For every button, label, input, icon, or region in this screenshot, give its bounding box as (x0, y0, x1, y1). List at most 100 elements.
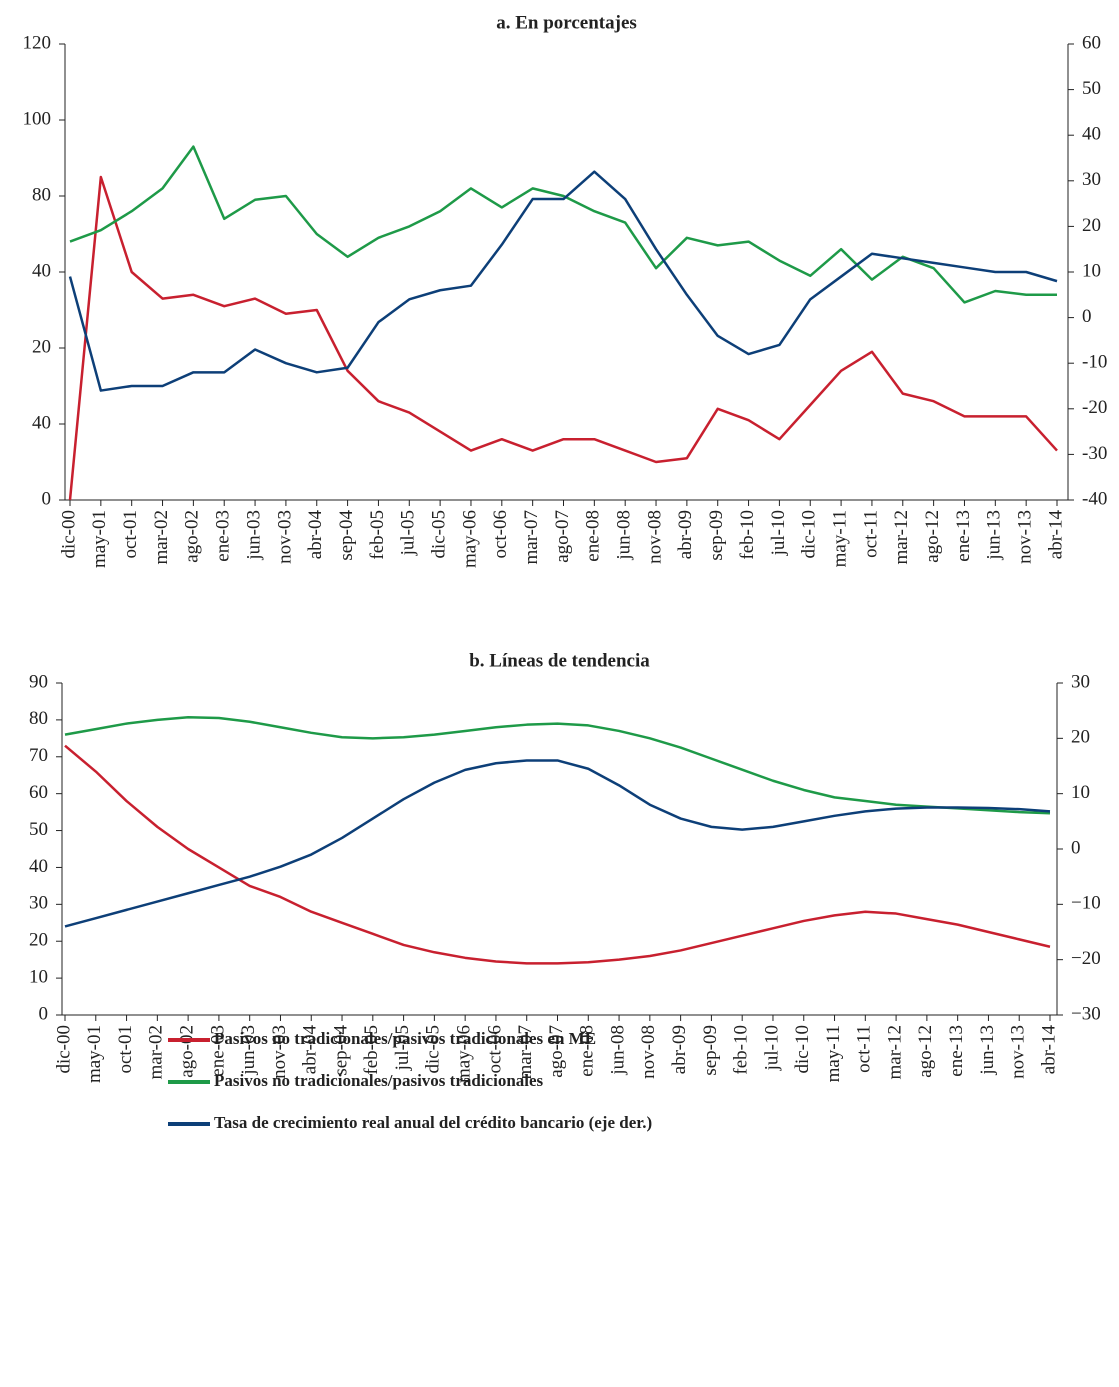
x-tick-label: may-11 (823, 1025, 844, 1082)
y-tick-label: 90 (29, 671, 48, 692)
x-tick-label: mar-02 (146, 1025, 167, 1080)
y2-tick-label: 30 (1071, 671, 1090, 692)
x-tick-label: jun-08 (607, 1025, 628, 1076)
x-tick-label: abr-04 (300, 1025, 321, 1075)
x-tick-label: feb-10 (731, 1025, 752, 1075)
x-tick-label: nov-13 (1008, 1025, 1029, 1079)
y2-tick-label: 40 (1082, 124, 1101, 145)
y2-tick-label: 0 (1082, 306, 1092, 327)
x-tick-label: jun-13 (984, 510, 1005, 561)
x-tick-label: jul-05 (398, 510, 419, 556)
x-tick-label: oct-01 (120, 510, 141, 559)
x-tick-label: ago-07 (546, 1025, 567, 1078)
y2-tick-label: −30 (1071, 1003, 1101, 1024)
y-tick-label: 60 (29, 782, 48, 803)
x-tick-label: ago-02 (176, 1025, 197, 1078)
x-tick-label: oct-11 (860, 510, 881, 558)
x-tick-label: jul-10 (768, 510, 789, 556)
x-tick-label: dic-05 (428, 510, 449, 559)
x-tick-label: mar-07 (521, 510, 542, 565)
x-tick-label: abr-04 (305, 510, 326, 560)
series-line (68, 175, 1058, 501)
x-tick-label: jul-10 (761, 1025, 782, 1071)
x-tick-label: jul-05 (392, 1025, 413, 1071)
y2-tick-label: -40 (1082, 488, 1107, 509)
x-tick-label: nov-03 (274, 510, 295, 564)
x-tick-label: ago-02 (182, 510, 203, 563)
x-tick-label: ago-12 (922, 510, 943, 563)
x-tick-label: dic-05 (423, 1025, 444, 1074)
x-tick-label: oct-01 (115, 1025, 136, 1074)
x-tick-label: feb-05 (367, 510, 388, 560)
x-tick-label: oct-11 (854, 1025, 875, 1073)
x-tick-label: ene-08 (577, 1025, 598, 1077)
x-tick-label: oct-06 (490, 510, 511, 559)
x-tick-label: mar-12 (884, 1025, 905, 1080)
series-line (64, 744, 1051, 965)
y2-tick-label: −20 (1071, 948, 1101, 969)
series-line (68, 170, 1058, 392)
x-tick-label: mar-07 (515, 1025, 536, 1080)
x-tick-label: abr-14 (1038, 1025, 1059, 1075)
legend-label: Pasivos no tradicionales/pasivos tradici… (214, 1071, 544, 1090)
x-tick-label: may-06 (454, 1025, 475, 1083)
x-tick-label: sep-09 (700, 1025, 721, 1076)
x-tick-label: nov-08 (644, 510, 665, 564)
x-tick-label: abr-14 (1045, 510, 1066, 560)
x-tick-label: ene-13 (953, 510, 974, 562)
y-tick-label: 80 (32, 184, 51, 205)
y-tick-label: 100 (23, 108, 52, 129)
y-tick-label: 40 (32, 412, 51, 433)
x-tick-label: sep-04 (330, 1025, 351, 1076)
y2-tick-label: -10 (1082, 352, 1107, 373)
y2-tick-label: 20 (1082, 215, 1101, 236)
series-line (69, 145, 1057, 304)
y2-tick-label: -20 (1082, 397, 1107, 418)
x-tick-label: nov-13 (1015, 510, 1036, 564)
x-tick-label: jun-08 (614, 510, 635, 561)
x-tick-label: ene-13 (946, 1025, 967, 1077)
x-tick-label: mar-12 (891, 510, 912, 565)
y2-tick-label: 60 (1082, 32, 1101, 53)
y-tick-label: 0 (39, 1003, 49, 1024)
x-tick-label: feb-10 (737, 510, 758, 560)
y-tick-label: 50 (29, 819, 48, 840)
x-tick-label: dic-10 (799, 510, 820, 559)
x-tick-label: ago-12 (915, 1025, 936, 1078)
x-tick-label: nov-08 (638, 1025, 659, 1079)
x-tick-label: ene-03 (207, 1025, 228, 1077)
series-line (64, 716, 1051, 815)
x-tick-label: nov-03 (269, 1025, 290, 1079)
y2-tick-label: 50 (1082, 78, 1101, 99)
y-tick-label: 120 (23, 32, 52, 53)
y2-tick-label: 20 (1071, 727, 1090, 748)
x-tick-label: sep-04 (336, 510, 357, 561)
y-tick-label: 40 (32, 260, 51, 281)
y-tick-label: 40 (29, 856, 48, 877)
x-tick-label: jun-13 (977, 1025, 998, 1076)
chart-title: b. Líneas de tendencia (469, 650, 650, 671)
y-tick-label: 20 (32, 336, 51, 357)
x-tick-label: dic-10 (792, 1025, 813, 1074)
y-tick-label: 30 (29, 893, 48, 914)
x-tick-label: ago-07 (552, 510, 573, 563)
chart-title: a. En porcentajes (496, 12, 637, 33)
y2-tick-label: −10 (1071, 893, 1101, 914)
y2-tick-label: 30 (1082, 169, 1101, 190)
x-tick-label: sep-09 (706, 510, 727, 561)
x-tick-label: may-06 (459, 510, 480, 568)
legend-label: Tasa de crecimiento real anual del crédi… (214, 1113, 652, 1132)
x-tick-label: mar-02 (151, 510, 172, 565)
legend-label: Pasivos no tradicionales/pasivos tradici… (214, 1029, 596, 1048)
series-line (64, 759, 1051, 928)
x-tick-label: may-01 (84, 1025, 105, 1083)
x-tick-label: jun-03 (243, 510, 264, 561)
y2-tick-label: 0 (1071, 837, 1081, 858)
x-tick-label: ene-03 (213, 510, 234, 562)
y-tick-label: 20 (29, 930, 48, 951)
x-tick-label: abr-09 (675, 510, 696, 559)
x-tick-label: oct-06 (484, 1025, 505, 1074)
x-tick-label: dic-00 (53, 1025, 74, 1074)
y-tick-label: 70 (29, 745, 48, 766)
